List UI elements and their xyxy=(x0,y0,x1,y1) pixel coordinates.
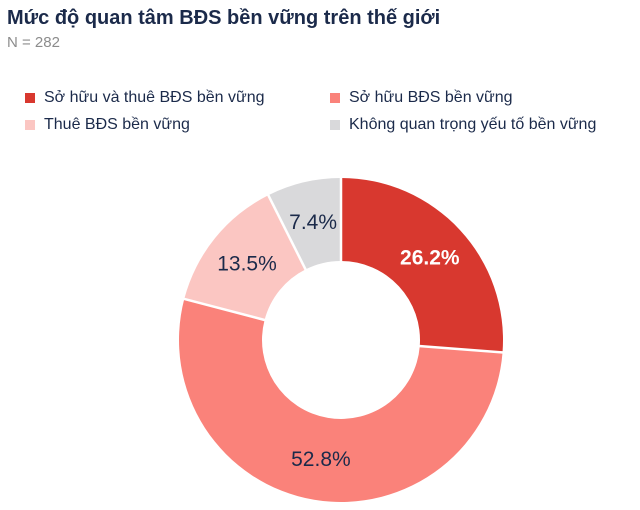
sample-size-note: N = 282 xyxy=(7,34,60,51)
donut-slice-0[interactable] xyxy=(341,178,504,353)
chart-title: Mức độ quan tâm BĐS bền vững trên thế gi… xyxy=(7,7,441,29)
legend-label: Thuê BĐS bền vững xyxy=(44,116,190,133)
legend-item-rent: Thuê BĐS bền vững xyxy=(25,113,330,137)
legend-swatch-icon xyxy=(330,93,340,103)
donut-slice-1[interactable] xyxy=(179,298,503,502)
slice-value-label-0: 26.2% xyxy=(400,246,460,269)
legend-swatch-icon xyxy=(330,120,340,130)
chart-legend: Sở hữu và thuê BĐS bền vững Sở hữu BĐS b… xyxy=(25,86,596,137)
slice-value-label-3: 7.4% xyxy=(289,211,337,234)
slice-divider xyxy=(418,344,504,354)
donut-slice-2[interactable] xyxy=(184,195,306,320)
legend-item-own-and-rent: Sở hữu và thuê BĐS bền vững xyxy=(25,86,330,110)
slice-value-label-2: 13.5% xyxy=(217,252,277,275)
donut-slice-3[interactable] xyxy=(268,178,341,270)
slice-divider xyxy=(266,193,308,271)
slice-divider xyxy=(183,297,266,322)
legend-label: Không quan trọng yếu tố bền vững xyxy=(349,116,597,133)
legend-label: Sở hữu BĐS bền vững xyxy=(349,89,513,106)
legend-swatch-icon xyxy=(25,93,35,103)
legend-label: Sở hữu và thuê BĐS bền vững xyxy=(44,89,265,106)
legend-item-own: Sở hữu BĐS bền vững xyxy=(330,86,596,110)
slice-value-label-1: 52.8% xyxy=(291,448,351,471)
legend-item-not-important: Không quan trọng yếu tố bền vững xyxy=(330,113,596,137)
legend-swatch-icon xyxy=(25,120,35,130)
